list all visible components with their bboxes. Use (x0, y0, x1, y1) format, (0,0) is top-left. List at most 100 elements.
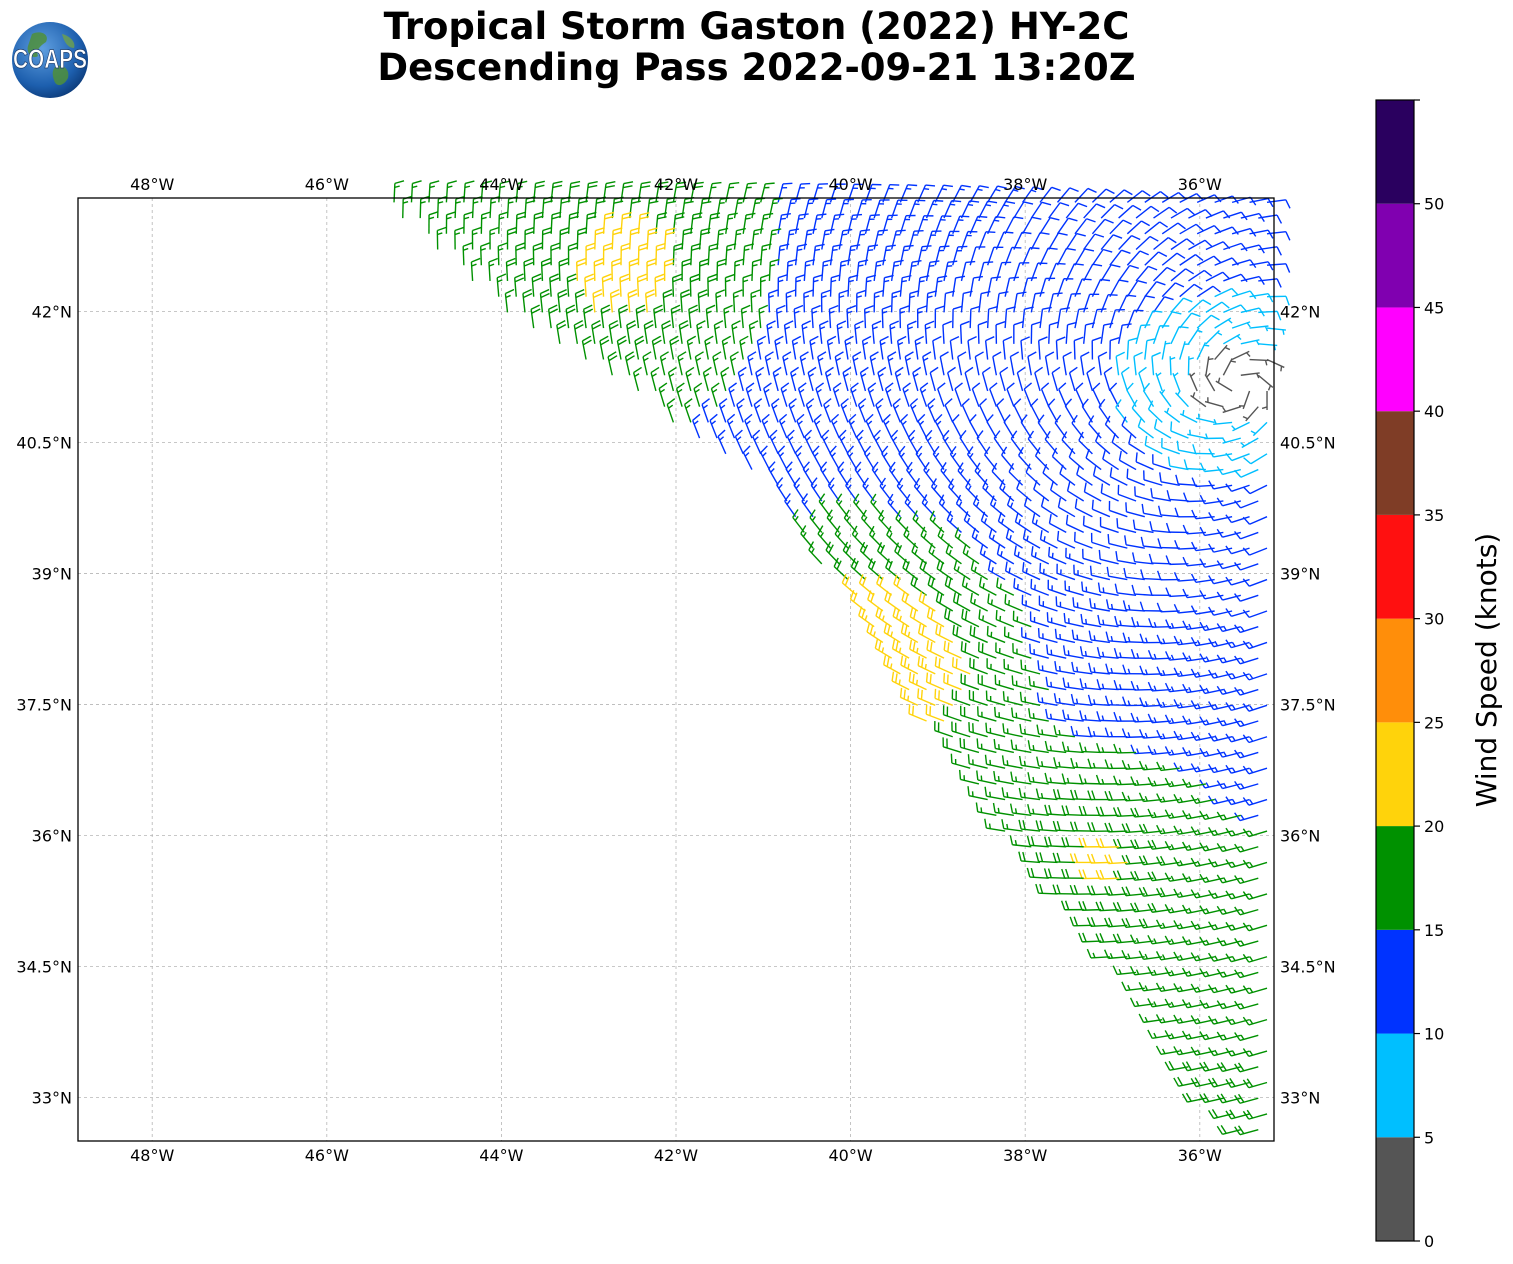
lat-tick-label-right: 37.5°N (1280, 695, 1336, 714)
wind-barb (628, 258, 639, 281)
wind-barb (890, 290, 902, 313)
wind-barb (992, 351, 1002, 376)
wind-barb (505, 257, 516, 281)
wind-barb (1225, 545, 1250, 555)
wind-barb (1159, 389, 1172, 408)
wind-barb (794, 445, 805, 470)
wind-barb (1097, 351, 1108, 376)
wind-barb (1037, 336, 1048, 360)
title-line-2: Descending Pass 2022-09-21 13:20Z (377, 46, 1136, 89)
wind-barb (713, 320, 724, 344)
wind-barb (1192, 444, 1215, 455)
wind-barb (1243, 453, 1268, 465)
wind-barb (832, 382, 842, 407)
wind-barb (805, 398, 815, 423)
wind-barb (1094, 432, 1111, 455)
colorbar-tick-label: 10 (1424, 1025, 1444, 1044)
wind-barb (428, 211, 439, 234)
wind-barb (829, 445, 840, 470)
wind-barb (1074, 248, 1095, 266)
wind-barb (1205, 271, 1231, 282)
wind-barb (989, 382, 998, 407)
wind-barb (565, 304, 576, 329)
wind-barb (1170, 268, 1195, 282)
wind-barb (532, 242, 543, 266)
wind-barb (1039, 186, 1061, 203)
wind-barb (1214, 317, 1233, 329)
wind-barb (681, 227, 693, 250)
wind-barb (838, 429, 849, 455)
wind-barb (601, 273, 612, 297)
wind-barb (733, 227, 746, 250)
wind-barb (1078, 431, 1093, 455)
wind-barb (1239, 390, 1251, 410)
wind-barb (1020, 414, 1032, 439)
wind-barb (1091, 248, 1113, 266)
wind-barb (611, 258, 622, 281)
wind-barb (764, 351, 774, 376)
wind-barb (1223, 333, 1242, 345)
wind-barb (1155, 372, 1163, 392)
wind-barb (573, 320, 584, 344)
wind-barb (980, 511, 997, 533)
wind-barb (969, 185, 989, 203)
lat-tick-label-right: 33°N (1280, 1088, 1320, 1107)
wind-barb (712, 351, 722, 376)
wind-barb (1126, 250, 1149, 266)
wind-barb (672, 273, 682, 297)
wind-barb (731, 320, 741, 344)
wind-barb (1138, 366, 1147, 392)
wind-barb (504, 288, 515, 313)
wind-barb (888, 461, 901, 486)
wind-barb (567, 180, 581, 203)
wind-barb (1104, 415, 1120, 439)
wind-barb (846, 445, 858, 470)
wind-barb (955, 494, 971, 518)
wind-barb (1013, 231, 1032, 250)
wind-barb (934, 184, 953, 203)
wind-barb (1076, 465, 1093, 486)
wind-barb (522, 288, 533, 313)
wind-barb (1167, 456, 1189, 471)
wind-barb (1047, 398, 1059, 423)
wind-barb (969, 275, 983, 297)
wind-barb (812, 274, 823, 297)
wind-barb (847, 274, 859, 297)
wind-barb (1048, 321, 1059, 344)
wind-barb (683, 398, 693, 423)
wind-barb (1231, 421, 1250, 432)
wind-barb (515, 180, 528, 203)
wind-barb (1135, 324, 1151, 344)
wind-barb (1170, 325, 1189, 345)
wind-barb (1161, 340, 1171, 360)
wind-barb (914, 335, 925, 360)
wind-barb (838, 228, 853, 250)
wind-barb (1126, 309, 1144, 329)
wind-barb (1144, 251, 1168, 266)
wind-barb (637, 211, 650, 234)
wind-barb (894, 366, 904, 392)
wind-barb (972, 495, 989, 518)
wind-barb (1065, 292, 1081, 313)
wind-barb (960, 200, 980, 219)
wind-barb (1068, 448, 1085, 471)
wind-barb (1115, 351, 1125, 376)
wind-barb (818, 320, 829, 344)
wind-barb (871, 320, 882, 344)
wind-barb (678, 320, 689, 344)
wind-barb (1144, 337, 1157, 360)
wind-barb (1116, 518, 1137, 534)
wind-barb (1004, 306, 1016, 329)
wind-barb (698, 258, 710, 281)
wind-barb (436, 226, 447, 250)
wind-barb (1199, 494, 1224, 505)
wind-barb (654, 273, 665, 297)
wind-barb (813, 413, 823, 439)
wind-barb (824, 366, 834, 392)
wind-barb (797, 382, 807, 407)
wind-barb (584, 273, 595, 297)
wind-barb (1142, 382, 1155, 408)
wind-barb (705, 304, 716, 329)
wind-barb (1009, 351, 1020, 376)
wind-barb (541, 226, 552, 250)
